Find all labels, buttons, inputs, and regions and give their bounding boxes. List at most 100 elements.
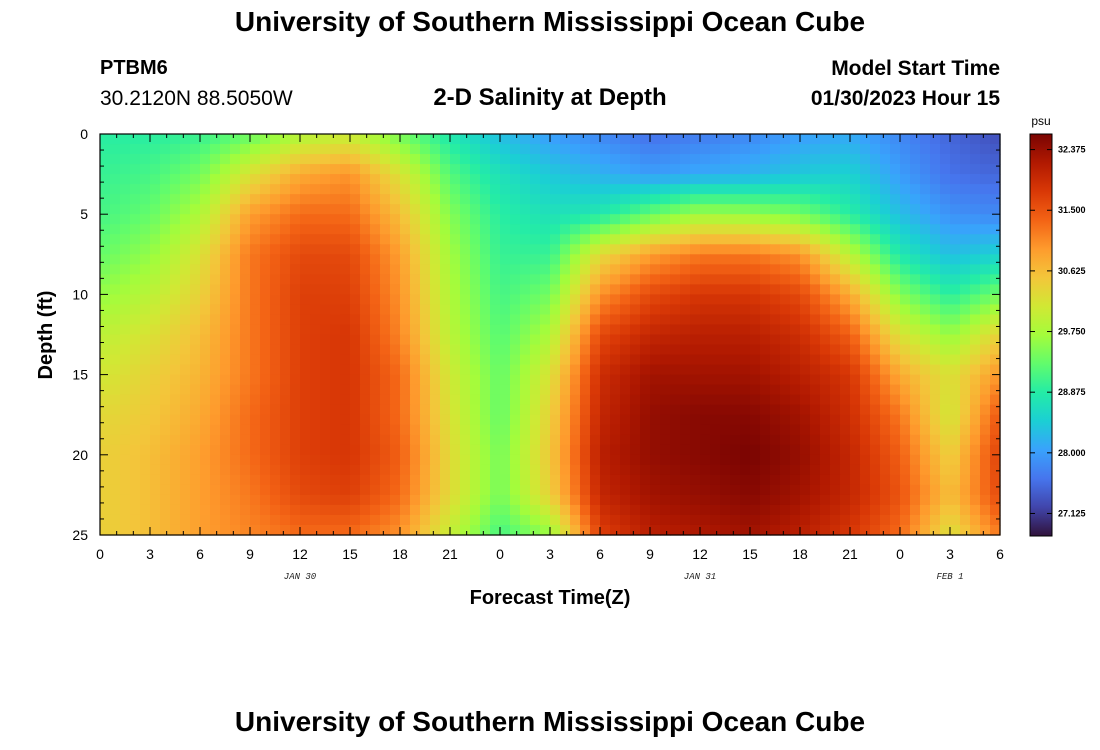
heatmap-cell	[710, 144, 721, 155]
heatmap-cell	[730, 174, 741, 185]
heatmap-cell	[780, 374, 791, 386]
heatmap-cell	[140, 504, 151, 516]
heatmap-cell	[120, 254, 131, 265]
heatmap-cell	[250, 514, 261, 526]
heatmap-cell	[530, 464, 541, 476]
heatmap-cell	[390, 314, 401, 326]
heatmap-cell	[110, 344, 121, 356]
heatmap-cell	[390, 464, 401, 476]
heatmap-cell	[890, 284, 901, 295]
heatmap-cell	[340, 284, 351, 295]
heatmap-cell	[510, 214, 521, 225]
heatmap-cell	[390, 424, 401, 436]
heatmap-cell	[190, 344, 201, 356]
heatmap-cell	[150, 314, 161, 326]
heatmap-cell	[270, 314, 281, 326]
heatmap-cell	[220, 164, 231, 175]
heatmap-cell	[910, 294, 921, 306]
heatmap-cell	[900, 204, 911, 215]
heatmap-cell	[800, 144, 811, 155]
heatmap-cell	[430, 444, 441, 456]
heatmap-cell	[540, 394, 551, 406]
heatmap-cell	[620, 174, 631, 185]
heatmap-cell	[230, 314, 241, 326]
heatmap-cell	[590, 284, 601, 295]
heatmap-cell	[140, 514, 151, 526]
heatmap-cell	[130, 214, 141, 225]
heatmap-cell	[100, 354, 111, 366]
heatmap-cell	[250, 214, 261, 225]
heatmap-cell	[130, 444, 141, 456]
heatmap-cell	[920, 294, 931, 306]
heatmap-cell	[600, 284, 611, 295]
heatmap-cell	[140, 394, 151, 406]
heatmap-cell	[420, 524, 431, 536]
x-tick-label: 6	[596, 546, 604, 562]
heatmap-cell	[890, 324, 901, 336]
heatmap-cell	[560, 474, 571, 486]
heatmap-cell	[300, 234, 311, 245]
heatmap-cell	[830, 394, 841, 406]
heatmap-cell	[850, 404, 861, 416]
heatmap-cell	[710, 314, 721, 326]
heatmap-cell	[300, 224, 311, 235]
heatmap-cell	[250, 274, 261, 285]
heatmap-cell	[520, 444, 531, 456]
heatmap-cell	[370, 204, 381, 215]
heatmap-cell	[880, 434, 891, 446]
heatmap-cell	[870, 154, 881, 165]
heatmap-cell	[630, 404, 641, 416]
heatmap-cell	[560, 404, 571, 416]
heatmap-cell	[400, 474, 411, 486]
heatmap-cell	[380, 404, 391, 416]
heatmap-cell	[470, 444, 481, 456]
heatmap-cell	[310, 304, 321, 316]
heatmap-cell	[580, 374, 591, 386]
heatmap-cell	[150, 514, 161, 526]
heatmap-cell	[710, 304, 721, 316]
heatmap-cell	[910, 474, 921, 486]
heatmap-cell	[640, 484, 651, 496]
heatmap-cell	[110, 284, 121, 295]
heatmap-cell	[600, 254, 611, 265]
heatmap-cell	[630, 514, 641, 526]
heatmap-cell	[940, 334, 951, 346]
heatmap-cell	[860, 264, 871, 275]
heatmap-cell	[970, 224, 981, 235]
heatmap-cell	[930, 504, 941, 516]
heatmap-cell	[400, 264, 411, 275]
heatmap-cell	[870, 404, 881, 416]
heatmap-cell	[870, 134, 881, 145]
heatmap-cell	[450, 504, 461, 516]
heatmap-cell	[120, 354, 131, 366]
heatmap-cell	[490, 524, 501, 536]
heatmap-cell	[730, 414, 741, 426]
heatmap-cell	[640, 204, 651, 215]
heatmap-cell	[640, 244, 651, 255]
heatmap-cell	[360, 174, 371, 185]
heatmap-cell	[740, 524, 751, 536]
heatmap-cell	[220, 524, 231, 536]
heatmap-cell	[310, 264, 321, 275]
heatmap-cell	[360, 474, 371, 486]
heatmap-cell	[790, 444, 801, 456]
heatmap-cell	[860, 354, 871, 366]
heatmap-cell	[560, 514, 571, 526]
heatmap-cell	[720, 134, 731, 145]
heatmap-cell	[500, 424, 511, 436]
heatmap-cell	[960, 394, 971, 406]
heatmap-cell	[410, 284, 421, 295]
heatmap-cell	[700, 324, 711, 336]
heatmap-cell	[830, 364, 841, 376]
heatmap-cell	[160, 494, 171, 506]
heatmap-cell	[550, 224, 561, 235]
heatmap-cell	[510, 234, 521, 245]
heatmap-cell	[350, 224, 361, 235]
heatmap-cell	[110, 464, 121, 476]
heatmap-cell	[260, 464, 271, 476]
heatmap-cell	[420, 404, 431, 416]
heatmap-cell	[440, 424, 451, 436]
heatmap-cell	[140, 284, 151, 295]
heatmap-cell	[230, 274, 241, 285]
heatmap-cell	[520, 374, 531, 386]
